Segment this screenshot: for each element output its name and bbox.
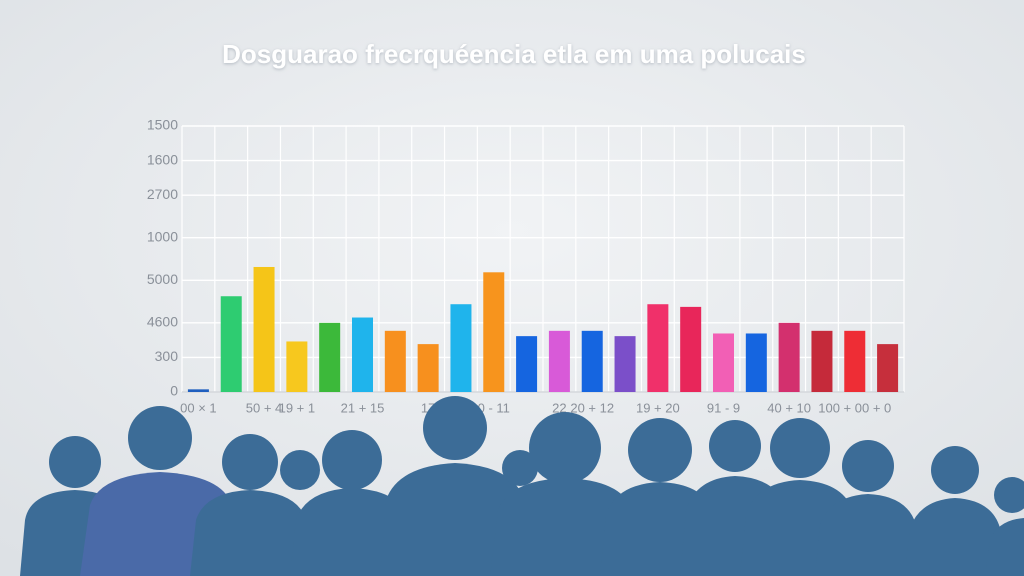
x-tick-label: 20 + 12 (570, 400, 614, 415)
crowd-silhouettes (20, 396, 1024, 576)
y-tick-label: 2700 (147, 186, 178, 202)
bar (811, 330, 833, 392)
bar (778, 322, 800, 392)
y-tick-label: 0 (170, 383, 178, 399)
y-tick-label: 1000 (147, 228, 178, 244)
bar (286, 341, 308, 392)
x-tick-label: 0 - 11 (478, 400, 510, 415)
chart-title: Dosguarao frecrquéencia etla em uma polu… (222, 39, 806, 69)
bar (581, 330, 603, 392)
x-tick-label: 00 × 1 (180, 400, 217, 415)
x-tick-label: 40 + 10 (767, 400, 811, 415)
x-tick-label: 50 + 4 (246, 400, 283, 415)
bar (844, 330, 866, 392)
bar (384, 330, 406, 392)
y-tick-label: 1600 (147, 151, 178, 167)
bar (417, 344, 439, 392)
bar (351, 317, 374, 392)
bar (680, 306, 702, 392)
y-tick-label: 5000 (147, 271, 178, 287)
x-tick-label: 100 + 00 + 0 (818, 400, 891, 415)
x-tick-label: 21 + 15 (341, 400, 385, 415)
x-tick-label: 19 + 20 (636, 400, 680, 415)
bar (745, 333, 767, 392)
plot-area: 0 300 4600 5000 1000 2700 1600 1500 00 × 1 50 + 4… (147, 117, 905, 415)
bar (220, 296, 242, 392)
bar (483, 272, 505, 392)
x-tick-label: 91 - 9 (707, 400, 740, 415)
bar (877, 344, 899, 392)
bar (647, 304, 669, 392)
bar (712, 333, 735, 392)
bar (516, 336, 538, 392)
x-tick-label: 19 + 1 (279, 400, 316, 415)
y-tick-label: 300 (155, 348, 179, 364)
bar (614, 336, 636, 392)
y-tick-label: 1500 (147, 117, 178, 133)
bar (253, 266, 275, 392)
bar (319, 322, 341, 392)
bar (187, 389, 209, 392)
bar (450, 304, 472, 392)
bar (548, 330, 570, 392)
x-tick-label: 22 (552, 400, 566, 415)
y-tick-label: 4600 (147, 314, 178, 330)
